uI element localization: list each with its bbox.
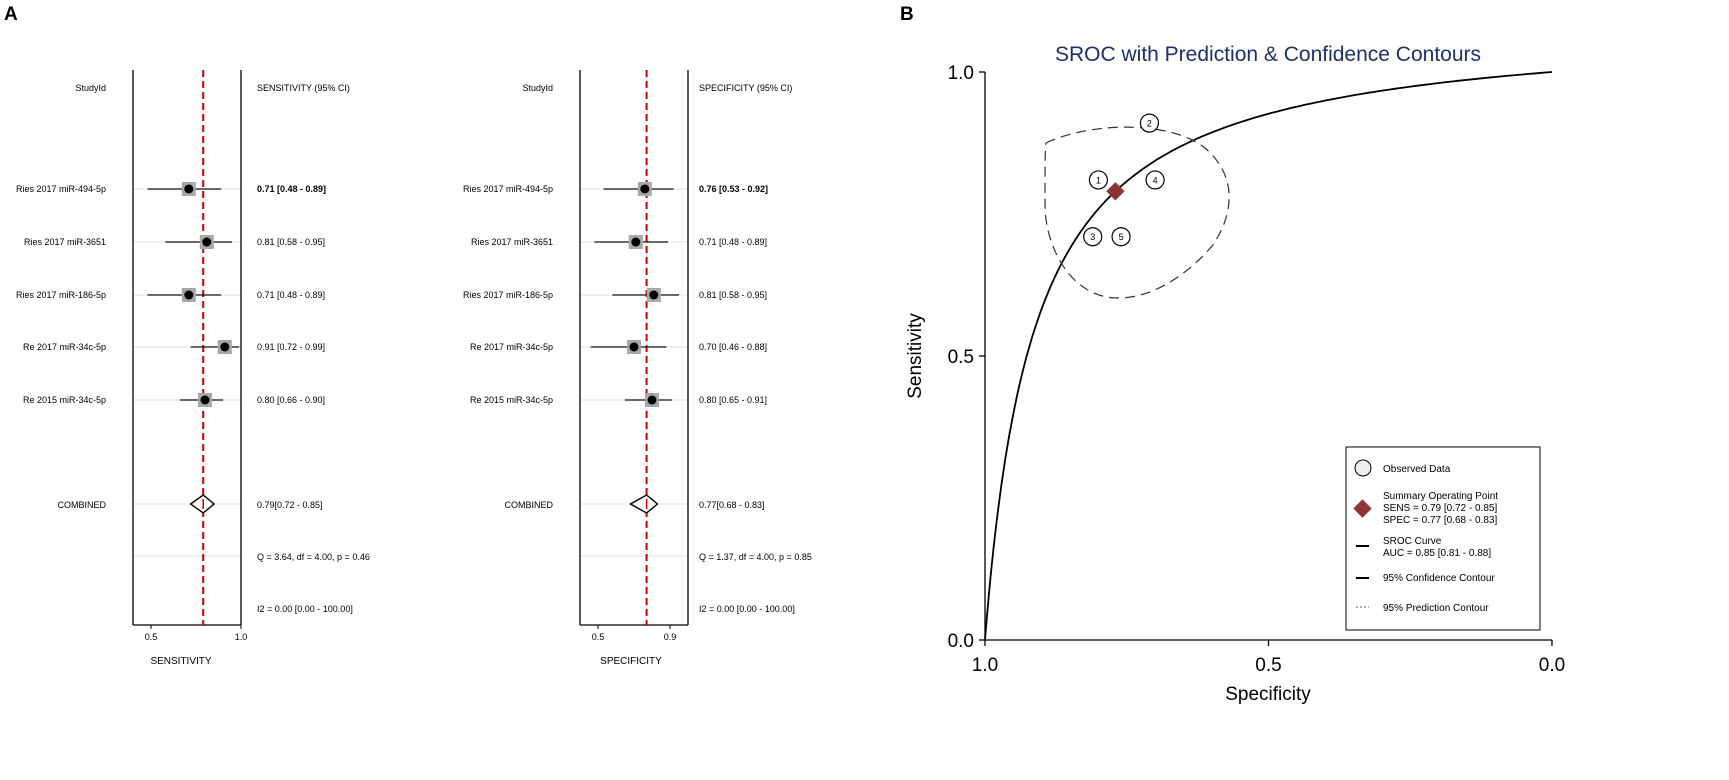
sroc-x-tick-label: 0.5	[1255, 655, 1281, 676]
confidence-contour	[1044, 126, 1230, 299]
observed-study-id: 1	[1096, 175, 1101, 185]
observed-study-id: 5	[1119, 232, 1124, 242]
sens-study-ci-text: 0.80 [0.66 - 0.90]	[257, 395, 325, 405]
sens-study-ci-text: 0.81 [0.58 - 0.95]	[257, 237, 325, 247]
spec-study-ci-text: 0.76 [0.53 - 0.92]	[699, 184, 768, 194]
spec-combined-diamond	[628, 494, 659, 514]
sens-heterogeneity-q: Q = 3.64, df = 4.00, p = 0.46	[257, 552, 370, 562]
sens-x-axis-label: SENSITIVITY	[150, 656, 211, 667]
sens-header-study: StudyId	[75, 83, 106, 93]
legend-confidence-label: 95% Confidence Contour	[1383, 573, 1495, 584]
sens-point-estimate	[184, 184, 194, 194]
sens-study-label: Re 2017 miR-34c-5p	[23, 342, 106, 352]
legend-prediction-label: 95% Prediction Contour	[1383, 603, 1489, 614]
legend-observed-label: Observed Data	[1383, 464, 1451, 475]
sens-combined-label: COMBINED	[57, 500, 106, 510]
sens-header-ci: SENSITIVITY (95% CI)	[257, 83, 350, 93]
sroc-y-tick-label: 0.0	[948, 631, 974, 652]
sens-study-ci-text: 0.71 [0.48 - 0.89]	[257, 184, 326, 194]
sens-study-label: Ries 2017 miR-494-5p	[16, 184, 106, 194]
spec-study-label: Re 2017 miR-34c-5p	[470, 342, 553, 352]
observed-study-id: 4	[1153, 175, 1158, 185]
sens-study-label: Ries 2017 miR-186-5p	[16, 290, 106, 300]
sens-study-label: Re 2015 miR-34c-5p	[23, 395, 106, 405]
forest-sensitivity: StudyId SENSITIVITY (95% CI) Ries 2017 m…	[16, 70, 370, 667]
spec-point-estimate	[647, 395, 657, 405]
spec-heterogeneity-i2: I2 = 0.00 [0.00 - 100.00]	[699, 604, 795, 614]
spec-heterogeneity-q: Q = 1.37, df = 4.00, p = 0.85	[699, 552, 812, 562]
spec-study-ci-text: 0.81 [0.58 - 0.95]	[699, 290, 767, 300]
legend-summary-sens: SENS = 0.79 [0.72 - 0.85]	[1383, 503, 1497, 514]
sens-tick-label-1: 1.0	[235, 632, 248, 642]
spec-study-label: Re 2015 miR-34c-5p	[470, 395, 553, 405]
spec-point-estimate	[629, 342, 639, 352]
legend-curve-auc: AUC = 0.85 [0.81 - 0.88]	[1383, 548, 1491, 559]
observed-study-point	[1145, 170, 1165, 190]
summary-operating-point	[1106, 182, 1125, 201]
sens-combined-diamond	[189, 494, 216, 514]
sroc-y-tick-label: 0.5	[948, 347, 974, 368]
observed-study-point	[1083, 227, 1103, 247]
panel-label-b: B	[900, 4, 914, 25]
legend-observed-icon	[1354, 459, 1372, 477]
forest-specificity: StudyId SPECIFICITY (95% CI) Ries 2017 m…	[463, 70, 812, 667]
spec-study-ci-text: 0.80 [0.65 - 0.91]	[699, 395, 767, 405]
spec-header-ci: SPECIFICITY (95% CI)	[699, 83, 792, 93]
sens-study-ci-text: 0.91 [0.72 - 0.99]	[257, 342, 325, 352]
observed-study-point	[1139, 113, 1160, 133]
spec-study-label: Ries 2017 miR-186-5p	[463, 290, 553, 300]
spec-point-estimate	[649, 290, 659, 300]
sroc-x-axis-label: Specificity	[1225, 684, 1311, 705]
spec-study-ci-text: 0.71 [0.48 - 0.89]	[699, 237, 767, 247]
sens-study-ci-text: 0.71 [0.48 - 0.89]	[257, 290, 325, 300]
spec-x-axis-label: SPECIFICITY	[600, 656, 662, 667]
spec-study-ci-text: 0.70 [0.46 - 0.88]	[699, 342, 767, 352]
spec-tick-label-0: 0.5	[592, 632, 605, 642]
sens-point-estimate	[200, 395, 210, 405]
sens-heterogeneity-i2: I2 = 0.00 [0.00 - 100.00]	[257, 604, 353, 614]
sroc-legend: Observed Data Summary Operating Point SE…	[1345, 446, 1541, 631]
spec-study-label: Ries 2017 miR-3651	[471, 237, 553, 247]
panel-label-a: A	[4, 4, 18, 25]
spec-combined-text: 0.77[0.68 - 0.83]	[699, 500, 765, 510]
observed-study-id: 2	[1147, 119, 1152, 129]
legend-summary-title: Summary Operating Point	[1383, 491, 1498, 502]
sroc-curve	[984, 71, 1553, 640]
observed-study-point	[1088, 170, 1109, 190]
observed-study-point	[1111, 227, 1131, 247]
sens-point-estimate	[220, 342, 230, 352]
spec-study-label: Ries 2017 miR-494-5p	[463, 184, 553, 194]
sens-study-label: Ries 2017 miR-3651	[24, 237, 106, 247]
observed-study-id: 3	[1090, 232, 1095, 242]
spec-point-estimate	[640, 184, 650, 194]
sens-combined-text: 0.79[0.72 - 0.85]	[257, 500, 323, 510]
sens-tick-label-0: 0.5	[145, 632, 158, 642]
sroc-y-tick-label: 1.0	[948, 63, 974, 84]
sroc-title: SROC with Prediction & Confidence Contou…	[1055, 43, 1481, 66]
legend-summary-icon	[1353, 499, 1372, 518]
sens-point-estimate	[202, 237, 212, 247]
legend-box	[1345, 446, 1541, 631]
spec-header-study: StudyId	[522, 83, 553, 93]
sroc-panel: SROC with Prediction & Confidence Contou…	[905, 43, 1565, 705]
sroc-y-axis-label: Sensitivity	[905, 313, 926, 399]
sens-point-estimate	[184, 290, 194, 300]
sroc-x-tick-label: 0.0	[1539, 655, 1565, 676]
spec-combined-label: COMBINED	[504, 500, 553, 510]
legend-summary-spec: SPEC = 0.77 [0.68 - 0.83]	[1383, 515, 1497, 526]
legend-curve-title: SROC Curve	[1383, 536, 1442, 547]
spec-tick-label-1: 0.9	[664, 632, 677, 642]
spec-point-estimate	[631, 237, 641, 247]
sroc-x-tick-label: 1.0	[972, 655, 998, 676]
